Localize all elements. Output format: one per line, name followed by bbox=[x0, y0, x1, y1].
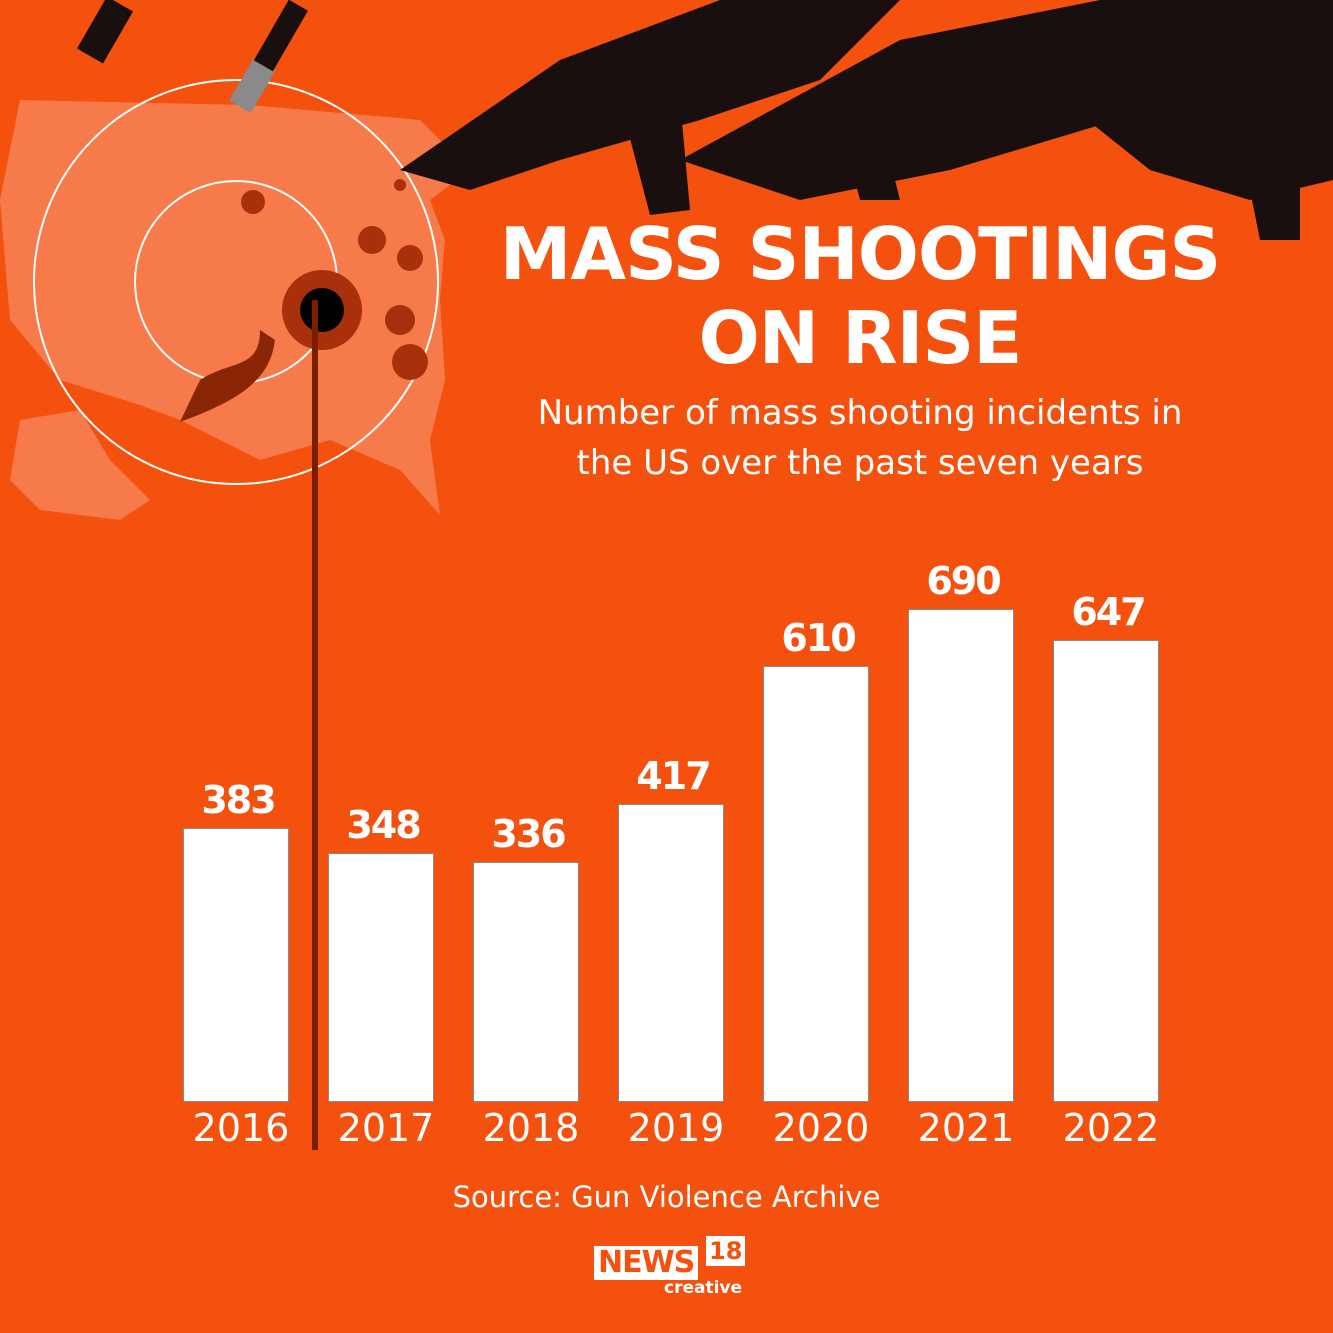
value-label: 647 bbox=[1071, 590, 1146, 634]
bar-2022 bbox=[1053, 640, 1159, 1102]
year-label: 2016 bbox=[192, 1106, 290, 1150]
value-label: 417 bbox=[636, 754, 711, 798]
chart-subtitle: Number of mass shooting incidents in the… bbox=[420, 388, 1300, 488]
value-label: 348 bbox=[346, 803, 421, 847]
bar-2017 bbox=[328, 853, 434, 1102]
background-illustration bbox=[0, 0, 1333, 520]
chart-title: MASS SHOOTINGS ON RISE bbox=[420, 212, 1300, 380]
guns-silhouette-icon bbox=[77, 0, 1333, 240]
news18-logo: NEWS 18 creative bbox=[594, 1236, 746, 1298]
bullet-hole-icon bbox=[300, 288, 344, 332]
value-label: 690 bbox=[926, 559, 1001, 603]
value-label: 336 bbox=[491, 812, 566, 856]
bar-2018 bbox=[473, 862, 579, 1102]
year-label: 2021 bbox=[917, 1106, 1015, 1150]
bar-2020 bbox=[763, 666, 869, 1102]
subtitle-line-2: the US over the past seven years bbox=[576, 443, 1144, 483]
blood-drip-line bbox=[312, 300, 318, 1150]
value-label: 383 bbox=[201, 778, 276, 822]
year-label: 2018 bbox=[482, 1106, 580, 1150]
bar-2019 bbox=[618, 804, 724, 1102]
us-map-icon bbox=[0, 100, 470, 515]
year-label: 2019 bbox=[627, 1106, 725, 1150]
year-label: 2022 bbox=[1062, 1106, 1160, 1150]
title-line-1: MASS SHOOTINGS bbox=[499, 212, 1222, 296]
logo-creative: creative bbox=[664, 1278, 743, 1298]
logo-number: 18 bbox=[706, 1236, 746, 1266]
target-outer-ring-icon bbox=[33, 79, 439, 485]
value-label: 610 bbox=[781, 616, 856, 660]
bar-2021 bbox=[908, 609, 1014, 1102]
year-label: 2020 bbox=[772, 1106, 870, 1150]
title-line-2: ON RISE bbox=[698, 296, 1023, 380]
alaska-icon bbox=[10, 410, 150, 520]
source-note: Source: Gun Violence Archive bbox=[452, 1180, 881, 1214]
subtitle-line-1: Number of mass shooting incidents in bbox=[537, 393, 1183, 433]
bar-2016 bbox=[183, 828, 289, 1102]
year-label: 2017 bbox=[337, 1106, 435, 1150]
logo-news: NEWS bbox=[594, 1246, 699, 1280]
